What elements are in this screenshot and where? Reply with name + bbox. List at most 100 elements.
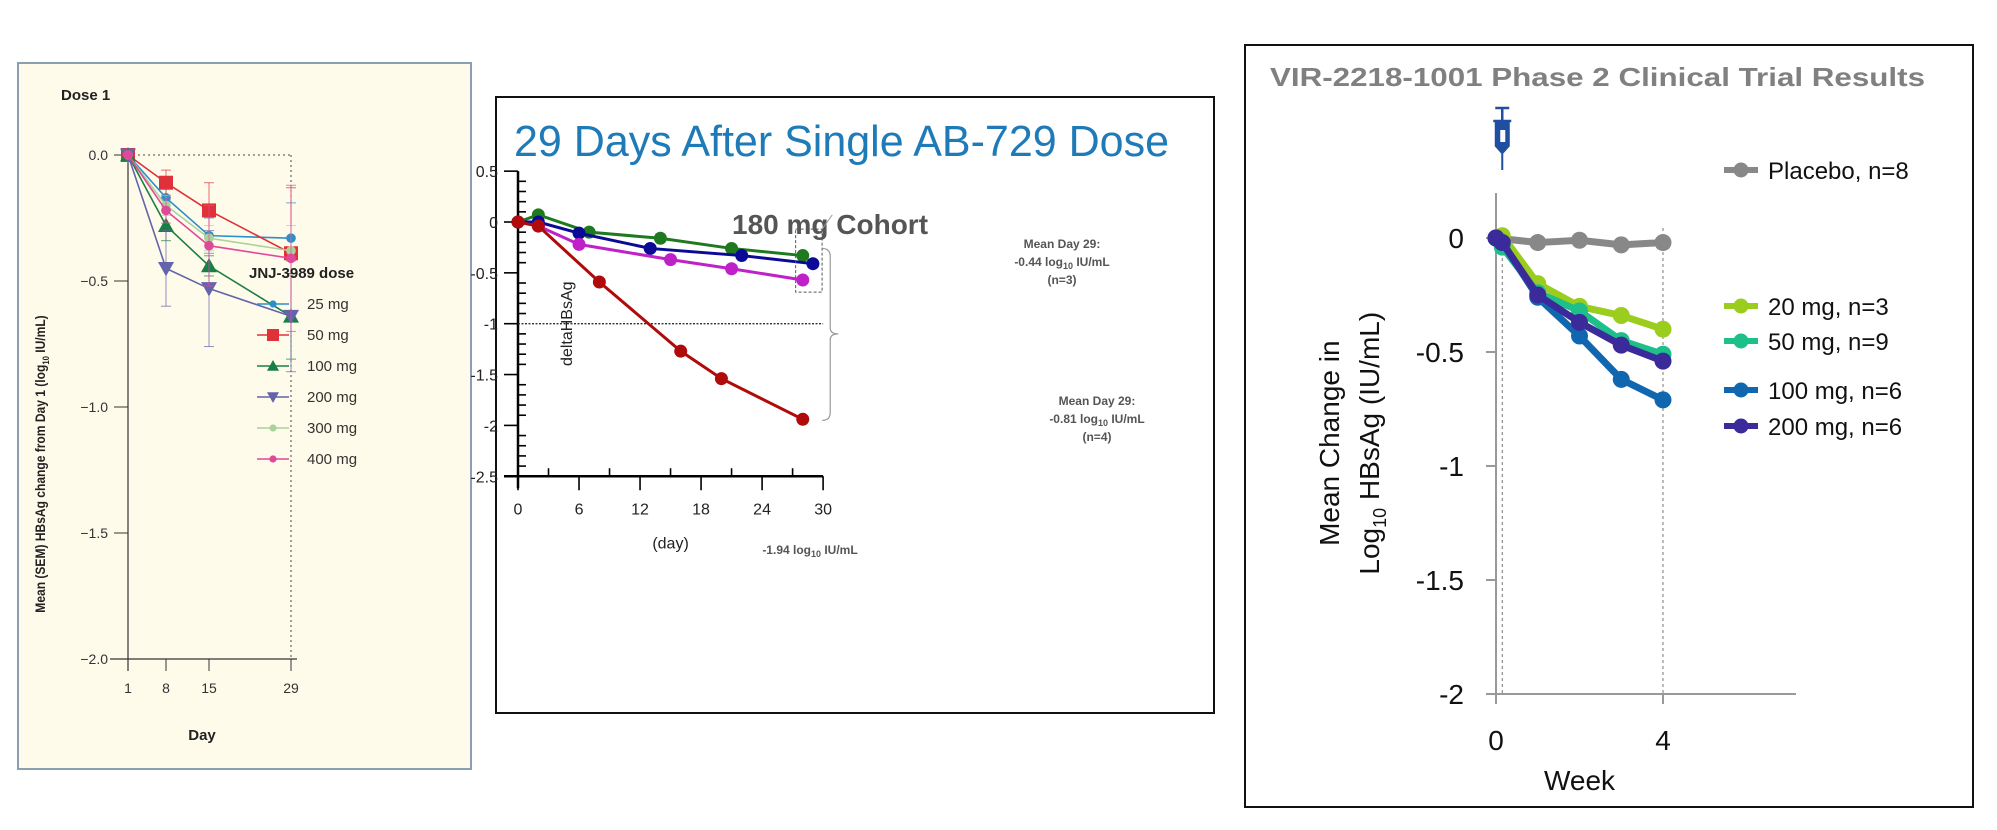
x-axis-label: Week [1544, 765, 1616, 796]
y-tick-label: 0.5 [476, 164, 498, 181]
series-line [127, 154, 292, 317]
y-tick-label: -0.5 [470, 266, 498, 283]
y-tick-label: -1.5 [1416, 565, 1464, 596]
highlight-box [795, 228, 823, 293]
legend-label: 50 mg, n=9 [1768, 329, 1889, 356]
y-tick-label: 0 [1448, 223, 1464, 254]
annotation-red-final: -1.94 log10 IU/mL [762, 543, 857, 559]
x-tick-label: 12 [631, 501, 649, 518]
legend-label: 25 mg [307, 296, 349, 313]
data-point [123, 150, 133, 160]
data-point [1571, 231, 1588, 249]
y-axis-label: Mean (SEM) HBsAg change from Day 1 (log1… [32, 315, 51, 612]
annotation-value: -1.94 log10 IU/mL [762, 543, 857, 559]
annotation-line: (n=4) [1082, 430, 1111, 444]
legend-label: 200 mg, n=6 [1768, 414, 1902, 441]
data-point [1654, 234, 1672, 252]
y-tick-label: 0 [489, 215, 498, 232]
series-400-mg [123, 150, 296, 332]
legend-label: 50 mg [307, 327, 349, 344]
series-line [127, 154, 292, 254]
y-tick-label: −0.5 [80, 273, 108, 289]
data-point [1654, 391, 1672, 409]
legend-marker [267, 329, 279, 341]
vir-2218-chart: VIR-2218-1001 Phase 2 Clinical Trial Res… [1270, 62, 1925, 796]
data-point [1571, 313, 1588, 331]
x-tick-label: 0 [514, 501, 523, 518]
x-tick-label: 29 [283, 680, 299, 696]
y-tick-label: -1.5 [470, 368, 498, 385]
data-point [159, 175, 173, 190]
annotation-line: Mean Day 29: [1024, 237, 1101, 251]
data-point [1612, 307, 1630, 325]
legend-label: 100 mg [307, 358, 357, 375]
data-point [674, 344, 688, 358]
data-point [796, 249, 810, 263]
data-point [1529, 234, 1547, 252]
chart-subtitle: 180 mg Cohort [732, 209, 928, 240]
y-tick-label: -2 [1439, 679, 1464, 710]
legend-marker [1733, 333, 1749, 349]
data-point [735, 249, 749, 263]
data-point [1612, 370, 1630, 388]
data-point [1493, 234, 1511, 252]
y-tick-label: -2 [484, 418, 498, 435]
y-axis-label-line1: Mean Change in [1314, 340, 1345, 545]
data-point [796, 412, 810, 426]
legend-marker [1733, 162, 1749, 178]
chart-title: VIR-2218-1001 Phase 2 Clinical Trial Res… [1270, 62, 1925, 92]
data-point [572, 237, 586, 251]
data-point [653, 231, 667, 245]
annotation-value: -0.44 log10 IU/mL [1014, 255, 1109, 271]
legend-marker [267, 360, 279, 371]
data-point [725, 262, 739, 276]
chart-title: 29 Days After Single AB-729 Dose [514, 117, 1169, 166]
data-point [806, 257, 820, 271]
x-tick-label: 24 [753, 501, 771, 518]
data-point [796, 273, 810, 287]
x-tick-label: 4 [1655, 725, 1671, 756]
data-point [1654, 320, 1672, 338]
legend-marker [267, 392, 279, 403]
data-point [158, 262, 174, 277]
series-line [127, 154, 292, 239]
data-point [158, 217, 174, 232]
legend-marker [1733, 382, 1749, 398]
ab-729-chart: 29 Days After Single AB-729 Dose 180 mg C… [470, 117, 1169, 559]
data-point [714, 372, 728, 386]
annotation-value: -0.81 log10 IU/mL [1049, 412, 1144, 428]
series-line [127, 154, 292, 318]
y-tick-label: −1.0 [80, 399, 108, 415]
data-point [1529, 286, 1547, 304]
ab-729-chart-panel: 29 Days After Single AB-729 Dose 180 mg C… [470, 96, 1215, 714]
y-tick-label: -0.5 [1416, 337, 1464, 368]
data-point [664, 253, 678, 267]
series-line [127, 154, 292, 252]
data-point [1612, 336, 1630, 354]
x-tick-label: 15 [201, 680, 217, 696]
data-point [161, 205, 171, 216]
bracket-icon [822, 247, 839, 421]
data-point [286, 253, 296, 264]
data-point [643, 241, 657, 255]
legend-label: 300 mg [307, 420, 357, 437]
legend-marker [269, 300, 277, 308]
data-point [1654, 352, 1672, 370]
y-tick-label: −1.5 [80, 525, 108, 541]
x-tick-label: 1 [124, 680, 132, 696]
y-tick-label: 0.0 [89, 147, 109, 163]
x-axis-label: Day [188, 727, 216, 744]
series-line [127, 154, 292, 260]
annotation-mean-day29-n3: Mean Day 29: -0.44 log10 IU/mL (n=3) [1014, 237, 1109, 287]
annotation-leader [821, 214, 833, 230]
legend-label: 100 mg, n=6 [1768, 378, 1902, 405]
annotation-line: (n=3) [1047, 273, 1076, 287]
y-tick-label: −2.0 [80, 651, 108, 667]
data-point [572, 226, 586, 240]
x-tick-label: 0 [1488, 725, 1504, 756]
legend-marker [1733, 418, 1749, 434]
y-tick-label: -1 [1439, 451, 1464, 482]
jnj-3989-chart: Dose 1 0.0 −0.5 −1.0 −1.5 −2.0 1 8 15 29 Day Mean (… [32, 87, 357, 744]
legend-title: JNJ-3989 dose [249, 265, 354, 282]
data-point [1612, 236, 1630, 254]
